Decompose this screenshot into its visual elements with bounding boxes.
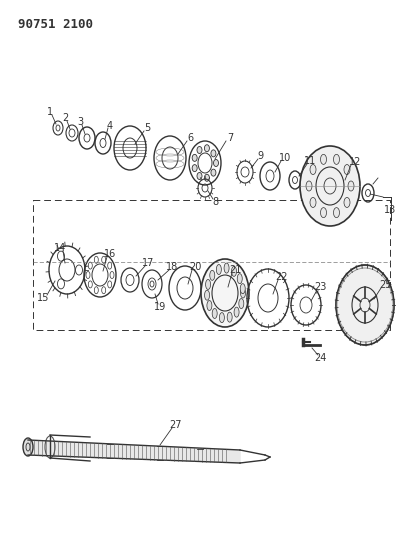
Ellipse shape (205, 174, 209, 181)
Ellipse shape (201, 259, 249, 327)
Ellipse shape (240, 284, 245, 294)
Ellipse shape (212, 309, 217, 319)
Text: 27: 27 (169, 420, 181, 430)
Ellipse shape (192, 165, 197, 172)
Text: 21: 21 (229, 265, 241, 275)
Ellipse shape (197, 147, 202, 154)
Ellipse shape (197, 173, 202, 180)
Ellipse shape (213, 159, 219, 166)
Ellipse shape (206, 279, 211, 289)
Polygon shape (28, 440, 240, 463)
Ellipse shape (320, 208, 326, 217)
Text: 20: 20 (189, 262, 201, 272)
Ellipse shape (237, 273, 242, 284)
Ellipse shape (344, 197, 350, 207)
Ellipse shape (333, 208, 339, 217)
Ellipse shape (239, 298, 244, 309)
Text: 23: 23 (314, 282, 326, 292)
Text: 4: 4 (107, 121, 113, 131)
Text: 7: 7 (227, 133, 233, 143)
Text: 90751 2100: 90751 2100 (18, 18, 93, 31)
Ellipse shape (224, 263, 229, 273)
Ellipse shape (23, 438, 33, 456)
Text: 8: 8 (212, 197, 218, 207)
Text: 10: 10 (279, 153, 291, 163)
Text: 24: 24 (314, 353, 326, 363)
Ellipse shape (336, 265, 394, 345)
Ellipse shape (211, 150, 216, 157)
Text: 18: 18 (166, 262, 178, 272)
Text: 14: 14 (54, 243, 66, 253)
Ellipse shape (306, 181, 312, 191)
Text: 16: 16 (104, 249, 116, 259)
Text: 6: 6 (187, 133, 193, 143)
Ellipse shape (210, 270, 215, 280)
Text: 25: 25 (379, 280, 391, 290)
Ellipse shape (310, 197, 316, 207)
Ellipse shape (220, 313, 224, 322)
Ellipse shape (344, 165, 350, 174)
Text: 15: 15 (37, 293, 49, 303)
Ellipse shape (192, 155, 197, 161)
Text: 17: 17 (142, 258, 154, 268)
Text: 11: 11 (304, 156, 316, 166)
Ellipse shape (207, 301, 212, 311)
Text: 9: 9 (257, 151, 263, 161)
Ellipse shape (232, 266, 237, 276)
Text: 1: 1 (47, 107, 53, 117)
Text: 13: 13 (384, 205, 396, 215)
Ellipse shape (241, 288, 245, 298)
Text: 12: 12 (349, 157, 361, 167)
Ellipse shape (348, 181, 354, 191)
Ellipse shape (205, 290, 209, 300)
Ellipse shape (211, 169, 216, 176)
Ellipse shape (216, 264, 222, 274)
Text: 22: 22 (276, 272, 288, 282)
Text: 3: 3 (77, 117, 83, 127)
Ellipse shape (227, 312, 232, 322)
Ellipse shape (300, 146, 360, 226)
Ellipse shape (205, 145, 209, 152)
Ellipse shape (310, 165, 316, 174)
Text: 5: 5 (144, 123, 150, 133)
Ellipse shape (320, 155, 326, 164)
Text: 19: 19 (154, 302, 166, 312)
Ellipse shape (333, 155, 339, 164)
Text: 2: 2 (62, 113, 68, 123)
Ellipse shape (234, 307, 239, 317)
